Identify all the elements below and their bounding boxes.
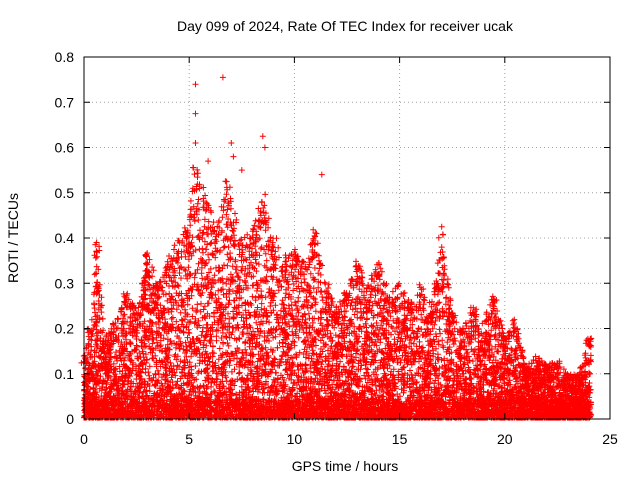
data-points — [78, 74, 595, 421]
axis-ticks: 0 0.1 0.2 0.3 0.4 0.5 0.6 0.7 0.8 0 5 10 15 20 25 — [55, 49, 618, 447]
y-tick-label: 0.7 — [55, 94, 75, 110]
roti-scatter-markers — [78, 74, 595, 421]
y-tick-label: 0.3 — [55, 275, 75, 291]
y-tick-label: 0.8 — [55, 49, 75, 65]
x-tick-label: 5 — [185, 431, 193, 447]
chart-title: Day 099 of 2024, Rate Of TEC Index for r… — [177, 18, 514, 34]
y-tick-label: 0 — [66, 411, 74, 427]
x-axis-label: GPS time / hours — [292, 458, 399, 474]
x-tick-label: 10 — [287, 431, 303, 447]
y-tick-label: 0.5 — [55, 185, 75, 201]
y-tick-label: 0.2 — [55, 321, 75, 337]
y-tick-label: 0.1 — [55, 366, 75, 382]
x-tick-label: 20 — [497, 431, 513, 447]
x-tick-label: 15 — [392, 431, 408, 447]
y-tick-label: 0.4 — [55, 230, 75, 246]
y-axis-label: ROTI / TECUs — [5, 193, 21, 283]
y-tick-label: 0.6 — [55, 140, 75, 156]
x-tick-label: 25 — [602, 431, 618, 447]
x-tick-label: 0 — [80, 431, 88, 447]
